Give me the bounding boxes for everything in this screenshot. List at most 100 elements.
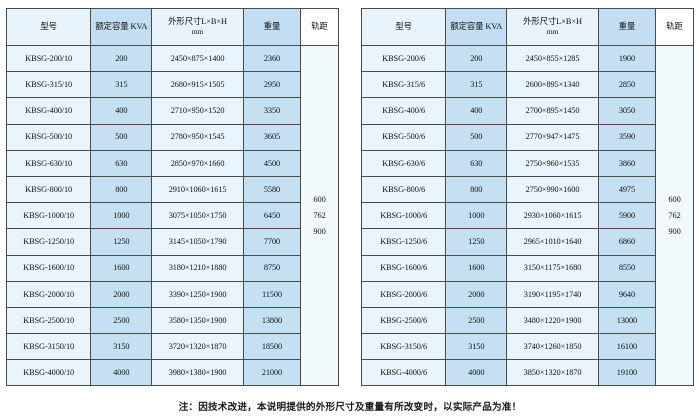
cell-model: KBSG-1600/10	[5, 254, 92, 282]
table-row: KBSG-800/10 800 2910×1060×1615 5580	[5, 175, 339, 204]
header-dimensions: 外形尺寸L×B×H mm	[506, 8, 599, 46]
cell-weight: 16100	[597, 333, 657, 361]
cell-weight: 11500	[242, 280, 302, 308]
cell-model: KBSG-4000/6	[360, 359, 447, 387]
cell-model: KBSG-3150/6	[360, 333, 447, 361]
cell-model: KBSG-400/6	[360, 97, 447, 125]
table-row: KBSG-1600/6 1600 3150×1175×1680 8550	[360, 254, 694, 282]
cell-model: KBSG-1000/6	[360, 202, 447, 230]
cell-capacity: 500	[445, 123, 508, 151]
cell-weight: 8750	[242, 254, 302, 282]
cell-weight: 3860	[597, 149, 657, 177]
cell-capacity: 1000	[445, 202, 508, 230]
cell-dimensions: 2700×895×1450	[506, 97, 599, 125]
spec-table-kbsg-6kv: 型号 额定容量 KVA 外形尺寸L×B×H mm 重量 轨距 KBSG-200/6 200 24…	[360, 8, 694, 387]
header-weight: 重量	[597, 8, 657, 46]
cell-weight: 8550	[597, 254, 657, 282]
tables-container: 型号 额定容量 KVA 外形尺寸L×B×H mm 重量 轨距 KBSG-200/10 200 2…	[5, 8, 694, 387]
cell-weight: 13000	[597, 306, 657, 335]
cell-dimensions: 3180×1210×1880	[151, 254, 244, 282]
cell-dimensions: 2450×875×1400	[151, 44, 244, 73]
table-row: KBSG-1250/10 1250 3145×1050×1790 7700	[5, 228, 339, 256]
cell-dimensions: 2680×915×1505	[151, 71, 244, 99]
cell-model: KBSG-800/10	[5, 175, 92, 204]
table-row: KBSG-2000/10 2000 3390×1250×1900 11500	[5, 280, 339, 308]
cell-capacity: 630	[445, 149, 508, 177]
cell-capacity: 2000	[445, 280, 508, 308]
cell-dimensions: 3190×1195×1740	[506, 280, 599, 308]
header-gauge: 轨距	[300, 8, 339, 46]
cell-capacity: 200	[445, 44, 508, 73]
cell-dimensions: 2910×1060×1615	[151, 175, 244, 204]
header-gauge: 轨距	[655, 8, 694, 46]
header-dimensions-main: 外形尺寸L×B×H	[523, 16, 582, 26]
cell-capacity: 1000	[90, 202, 153, 230]
cell-dimensions: 3075×1050×1750	[151, 202, 244, 230]
cell-dimensions: 3150×1175×1680	[506, 254, 599, 282]
cell-weight: 3050	[597, 97, 657, 125]
cell-weight: 7700	[242, 228, 302, 256]
cell-model: KBSG-4000/10	[5, 359, 92, 387]
table-row: KBSG-630/10 630 2850×970×1660 4500	[5, 149, 339, 177]
cell-model: KBSG-1600/6	[360, 254, 447, 282]
cell-capacity: 315	[90, 71, 153, 99]
table-row: KBSG-1000/6 1000 2930×1060×1615 5900	[360, 202, 694, 230]
header-model: 型号	[360, 8, 447, 46]
cell-model: KBSG-315/10	[5, 71, 92, 99]
cell-gauge: 600 762 900	[300, 44, 339, 387]
cell-model: KBSG-3150/10	[5, 333, 92, 361]
spec-table-kbsg-10kv: 型号 额定容量 KVA 外形尺寸L×B×H mm 重量 轨距 KBSG-200/10 200 2…	[5, 8, 339, 387]
cell-model: KBSG-200/10	[5, 44, 92, 73]
cell-dimensions: 2850×970×1660	[151, 149, 244, 177]
cell-model: KBSG-630/10	[5, 149, 92, 177]
table-row: KBSG-400/6 400 2700×895×1450 3050	[360, 97, 694, 125]
cell-dimensions: 2600×895×1340	[506, 71, 599, 99]
table-row: KBSG-200/10 200 2450×875×1400 2360 600 762 900	[5, 44, 339, 387]
cell-model: KBSG-630/6	[360, 149, 447, 177]
cell-weight: 2360	[242, 44, 302, 73]
cell-model: KBSG-800/6	[360, 175, 447, 204]
cell-model: KBSG-200/6	[360, 44, 447, 73]
cell-dimensions: 2770×947×1475	[506, 123, 599, 151]
header-capacity: 额定容量 KVA	[445, 8, 508, 46]
cell-capacity: 315	[445, 71, 508, 99]
cell-model: KBSG-1250/10	[5, 228, 92, 256]
table-row: KBSG-315/10 315 2680×915×1505 2950	[5, 71, 339, 99]
cell-model: KBSG-1000/10	[5, 202, 92, 230]
table-header-row: 型号 额定容量 KVA 外形尺寸L×B×H mm 重量 轨距	[5, 8, 339, 46]
header-dimensions-unit: mm	[546, 27, 559, 37]
gauge-value: 600	[313, 194, 326, 204]
gauge-value: 600	[668, 194, 681, 204]
cell-dimensions: 2930×1060×1615	[506, 202, 599, 230]
table-row: KBSG-1250/6 1250 2965×1010×1640 6860	[360, 228, 694, 256]
cell-model: KBSG-1250/6	[360, 228, 447, 256]
cell-weight: 5900	[597, 202, 657, 230]
cell-weight: 3350	[242, 97, 302, 125]
table-header-row: 型号 额定容量 KVA 外形尺寸L×B×H mm 重量 轨距	[360, 8, 694, 46]
table-row: KBSG-2500/6 2500 3480×1220×1900 13000	[360, 306, 694, 335]
cell-weight: 13800	[242, 306, 302, 335]
cell-capacity: 630	[90, 149, 153, 177]
header-dimensions: 外形尺寸L×B×H mm	[151, 8, 244, 46]
table-row: KBSG-800/6 800 2750×990×1600 4975	[360, 175, 694, 204]
cell-dimensions: 3145×1050×1790	[151, 228, 244, 256]
gauge-value: 900	[313, 226, 326, 236]
header-capacity: 额定容量 KVA	[90, 8, 153, 46]
cell-capacity: 2500	[445, 306, 508, 335]
cell-capacity: 400	[90, 97, 153, 125]
gauge-value: 762	[313, 210, 326, 220]
cell-weight: 3605	[242, 123, 302, 151]
cell-weight: 6450	[242, 202, 302, 230]
cell-capacity: 4000	[445, 359, 508, 387]
cell-dimensions: 2750×990×1600	[506, 175, 599, 204]
cell-capacity: 800	[90, 175, 153, 204]
table-row: KBSG-4000/10 4000 3980×1380×1900 21000	[5, 359, 339, 387]
table-row: KBSG-4000/6 4000 3850×1320×1870 19100	[360, 359, 694, 387]
cell-weight: 19100	[597, 359, 657, 387]
table-row: KBSG-500/10 500 2780×950×1545 3605	[5, 123, 339, 151]
cell-dimensions: 3480×1220×1900	[506, 306, 599, 335]
cell-dimensions: 3740×1260×1850	[506, 333, 599, 361]
cell-dimensions: 3850×1320×1870	[506, 359, 599, 387]
cell-model: KBSG-2500/6	[360, 306, 447, 335]
